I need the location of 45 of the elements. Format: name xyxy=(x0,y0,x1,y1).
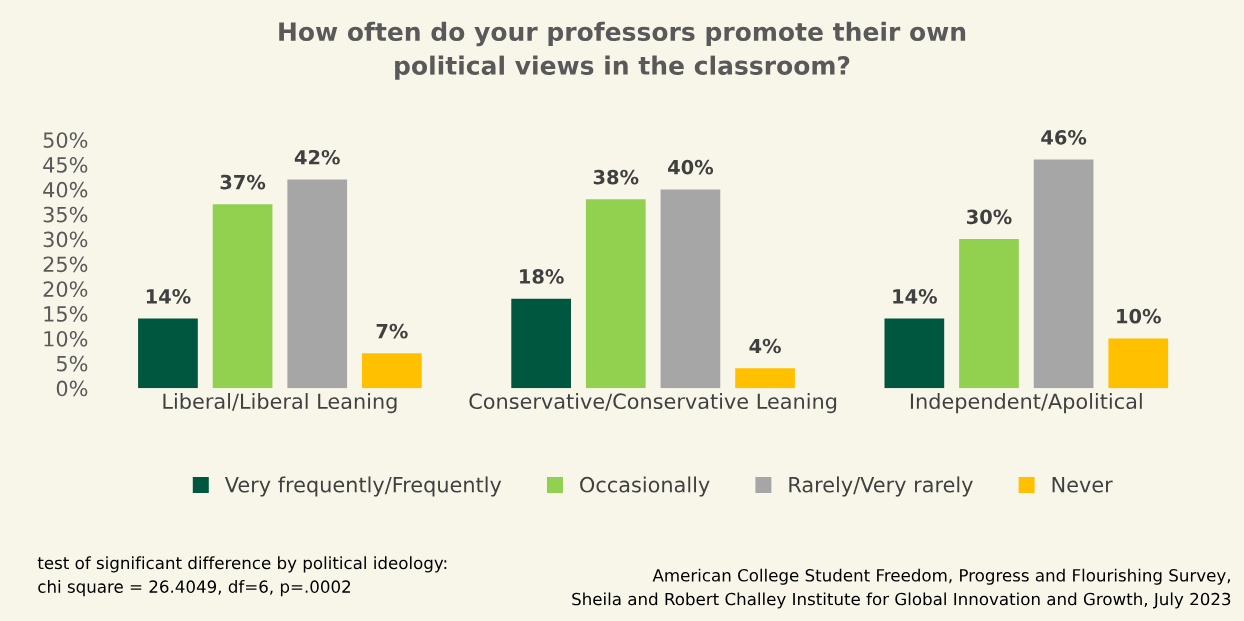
bar xyxy=(1108,338,1169,389)
y-tick-label: 50% xyxy=(43,132,88,148)
data-label: 38% xyxy=(593,169,639,185)
bar xyxy=(585,199,646,389)
data-label: 7% xyxy=(376,323,408,339)
legend-label: Occasionally xyxy=(580,476,710,497)
bar xyxy=(212,204,273,389)
bar xyxy=(735,368,795,389)
x-tick-label: Conservative/Conservative Leaning xyxy=(469,392,837,414)
bar xyxy=(959,239,1019,389)
text: American College Student Freedom, Progress and Flourishing Survey, Sheila and Robert Challey Institute for Global Innovation and Growth, July 2023 xyxy=(572,568,1231,609)
data-label: 4% xyxy=(749,338,781,354)
data-label: 14% xyxy=(893,288,937,304)
legend-label: Rarely/Very rarely xyxy=(789,476,973,497)
x-tick-label: Liberal/Liberal Leaning xyxy=(163,392,397,414)
data-label: 14% xyxy=(146,288,191,304)
bar xyxy=(884,318,945,389)
y-tick-label: 20% xyxy=(43,281,88,297)
y-tick-label: 30% xyxy=(43,231,88,248)
bar xyxy=(362,353,422,389)
bar xyxy=(511,298,571,389)
y-tick-label: 40% xyxy=(43,181,88,198)
bar xyxy=(287,179,348,389)
data-label: 46% xyxy=(1041,130,1087,145)
y-tick-label: 10% xyxy=(44,330,88,347)
y-tick-label: 25% xyxy=(43,256,88,273)
y-tick-label: 0% xyxy=(56,380,88,397)
text: test of significant difference by political ideology: chi square = 26.4049, df=6, p=.0002 xyxy=(37,556,447,597)
data-label: 30% xyxy=(967,209,1012,225)
data-label: 18% xyxy=(520,269,564,284)
x-tick-label: Independent/Apolitical xyxy=(910,392,1142,414)
bar xyxy=(660,189,721,389)
chart-title: How often do your professors promote their own political views in the classroom? xyxy=(279,21,966,80)
data-label: 10% xyxy=(1117,308,1161,324)
legend-label: Very frequently/Frequently xyxy=(224,476,502,497)
y-tick-label: 15% xyxy=(44,306,88,322)
y-tick-label: 35% xyxy=(43,206,88,223)
data-label: 37% xyxy=(220,174,266,190)
data-label: 40% xyxy=(668,159,714,175)
bar xyxy=(1033,159,1094,389)
legend-label: Never xyxy=(1052,477,1113,493)
bar xyxy=(138,318,198,389)
y-tick-label: 45% xyxy=(43,157,88,173)
data-label: 42% xyxy=(294,149,340,165)
y-tick-label: 5% xyxy=(57,355,88,372)
